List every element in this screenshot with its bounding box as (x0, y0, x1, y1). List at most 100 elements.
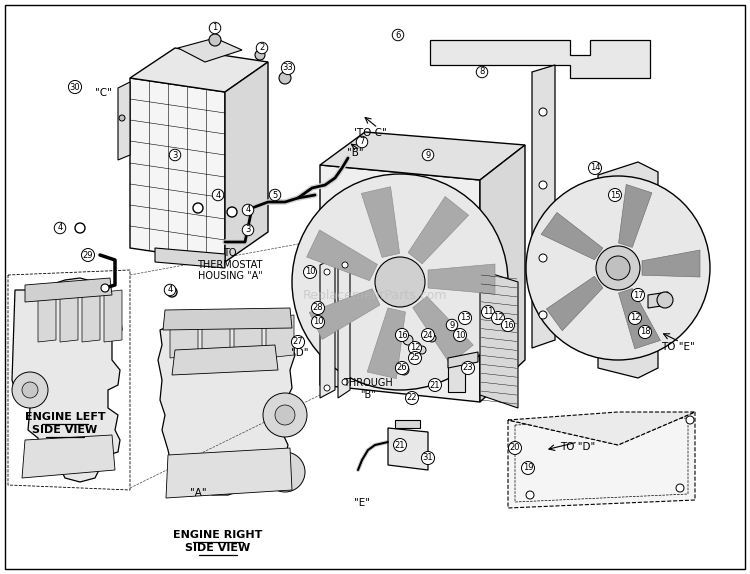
Circle shape (292, 174, 508, 390)
Text: 8: 8 (479, 68, 484, 76)
Text: TO "D": TO "D" (560, 442, 596, 452)
Text: "C": "C" (94, 88, 112, 98)
Circle shape (596, 246, 640, 290)
Text: 10: 10 (454, 331, 465, 339)
Circle shape (275, 405, 295, 425)
Circle shape (251, 458, 279, 486)
Text: 15: 15 (610, 191, 620, 200)
Text: "A": "A" (190, 488, 206, 498)
Text: 9: 9 (449, 320, 454, 329)
Polygon shape (532, 65, 555, 348)
Text: 11: 11 (483, 308, 494, 316)
Circle shape (526, 491, 534, 499)
Polygon shape (60, 290, 78, 342)
Text: 5: 5 (272, 191, 278, 200)
Circle shape (101, 284, 109, 292)
Circle shape (75, 223, 85, 233)
Circle shape (657, 292, 673, 308)
Text: 21: 21 (430, 381, 440, 390)
Text: 10: 10 (304, 267, 315, 277)
Polygon shape (428, 264, 495, 294)
Polygon shape (368, 308, 406, 379)
Text: 12: 12 (410, 343, 420, 352)
Circle shape (539, 311, 547, 319)
Text: 4: 4 (245, 205, 250, 215)
Polygon shape (266, 315, 294, 358)
Polygon shape (480, 145, 525, 402)
Polygon shape (395, 420, 420, 428)
Text: 22: 22 (406, 394, 417, 402)
Circle shape (342, 262, 348, 268)
Polygon shape (130, 78, 225, 262)
Text: 7: 7 (359, 138, 364, 146)
Text: SIDE VIEW: SIDE VIEW (185, 543, 250, 553)
Text: 16: 16 (503, 320, 513, 329)
Text: 12: 12 (493, 313, 503, 323)
Polygon shape (38, 290, 56, 342)
Text: ENGINE LEFT: ENGINE LEFT (25, 412, 105, 422)
Text: 27: 27 (292, 338, 303, 347)
Text: "E": "E" (354, 498, 370, 508)
Polygon shape (170, 315, 198, 358)
Text: 33: 33 (283, 64, 293, 72)
Circle shape (279, 72, 291, 84)
Circle shape (403, 335, 413, 345)
Circle shape (428, 334, 436, 342)
Circle shape (539, 181, 547, 189)
Text: 3: 3 (172, 150, 178, 160)
Circle shape (526, 176, 710, 360)
Text: 4: 4 (215, 191, 220, 200)
Text: 19: 19 (523, 463, 533, 472)
Circle shape (539, 108, 547, 116)
Text: 18: 18 (640, 328, 650, 336)
Text: 'TO C": 'TO C" (354, 128, 386, 138)
Polygon shape (413, 296, 473, 364)
Circle shape (324, 269, 330, 275)
Polygon shape (172, 345, 278, 375)
Polygon shape (320, 258, 335, 398)
Polygon shape (541, 212, 603, 259)
Text: 2: 2 (260, 44, 265, 52)
Polygon shape (408, 196, 469, 264)
Circle shape (676, 484, 684, 492)
Text: THROUGH
"B": THROUGH "B" (343, 378, 393, 400)
Text: TO "E": TO "E" (662, 342, 694, 352)
Circle shape (324, 385, 330, 391)
Text: 6: 6 (395, 30, 400, 40)
Polygon shape (430, 40, 650, 78)
Text: ENGINE RIGHT: ENGINE RIGHT (173, 530, 262, 540)
Text: 29: 29 (82, 250, 93, 259)
Circle shape (265, 452, 305, 492)
Polygon shape (225, 62, 268, 262)
Polygon shape (619, 184, 652, 247)
Text: 28: 28 (313, 304, 323, 312)
Circle shape (22, 382, 38, 398)
Polygon shape (307, 230, 377, 281)
Polygon shape (320, 165, 480, 402)
Circle shape (263, 393, 307, 437)
Polygon shape (12, 278, 122, 482)
Text: 31: 31 (423, 453, 433, 463)
Text: SIDE VIEW: SIDE VIEW (32, 425, 98, 435)
Polygon shape (309, 289, 380, 339)
Text: 23: 23 (463, 363, 473, 373)
Text: 17: 17 (633, 290, 644, 300)
Polygon shape (338, 258, 350, 398)
Circle shape (255, 50, 265, 60)
Polygon shape (22, 435, 115, 478)
Text: 25: 25 (410, 354, 420, 363)
Circle shape (193, 203, 203, 213)
Text: 1: 1 (212, 24, 217, 33)
Text: "B": "B" (346, 148, 363, 158)
Polygon shape (130, 48, 268, 92)
Polygon shape (166, 448, 292, 498)
Circle shape (539, 254, 547, 262)
Text: 20: 20 (510, 444, 520, 452)
Text: 4: 4 (57, 223, 62, 232)
Text: TO
THERMOSTAT
HOUSING "A": TO THERMOSTAT HOUSING "A" (197, 248, 262, 281)
Circle shape (686, 416, 694, 424)
Text: ReplacementParts.com: ReplacementParts.com (303, 289, 447, 301)
Polygon shape (25, 278, 112, 302)
Polygon shape (448, 358, 465, 392)
Polygon shape (163, 308, 292, 330)
